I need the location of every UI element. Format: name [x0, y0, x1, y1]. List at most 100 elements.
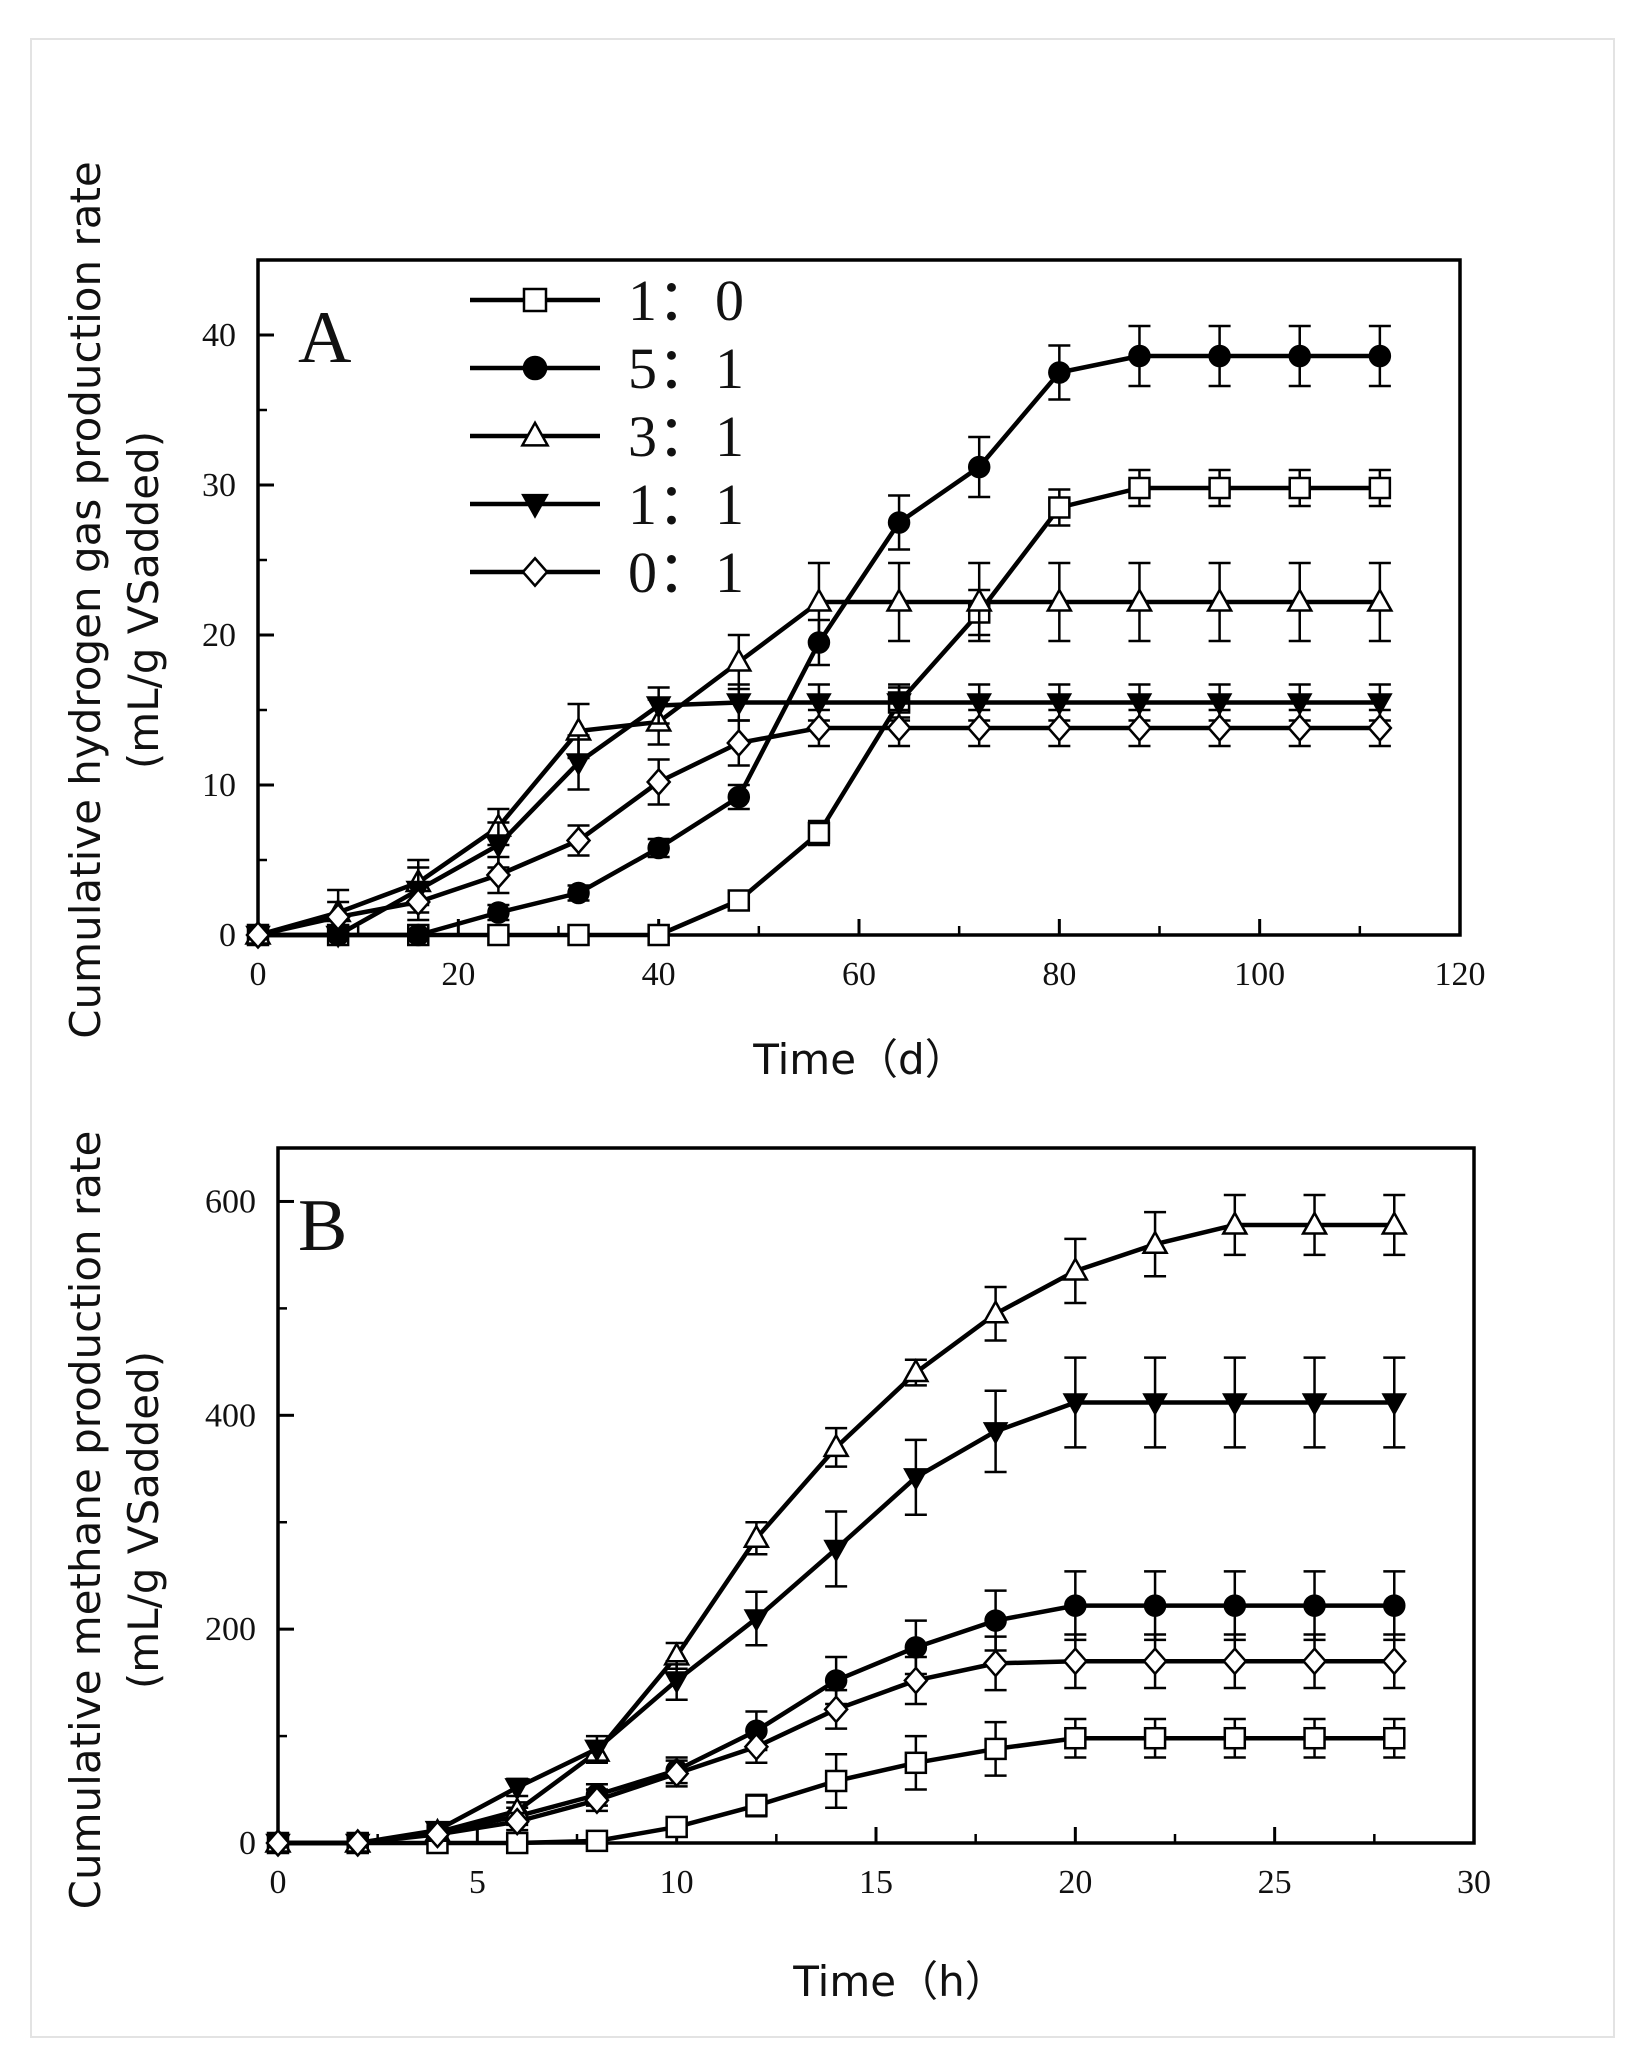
- panel-b-x-tick-label: 0: [270, 1864, 287, 1901]
- panel-a-legend: 1：05：13：11：10：1: [470, 268, 744, 605]
- panel-b-axes: 0 5 10 15 20 25 30 0 200 400 600: [205, 1183, 1491, 1901]
- panel-a-series-0-1-point: [245, 920, 271, 950]
- legend-entry-1-1-label: 1：1: [628, 472, 744, 537]
- panel-a-series-1-1-point: [1286, 693, 1313, 717]
- panel-a-series-1-0-point: [727, 889, 751, 912]
- panel-b-series-3-1-point: [981, 1299, 1010, 1324]
- panel-b-series-0-1-point: [584, 1785, 610, 1815]
- panel-b-series-0-1-point: [1142, 1646, 1168, 1676]
- panel-a-series-1-1-point: [886, 693, 912, 717]
- panel-b-series-1-1-point: [982, 1422, 1009, 1445]
- panel-b-x-axis-title: Time（h）: [792, 1957, 1006, 2006]
- panel-b-series-1-1-point: [1381, 1393, 1408, 1417]
- panel-b-y-tick-label: 600: [205, 1183, 256, 1220]
- figure-frame: [30, 38, 1615, 2038]
- panel-a-series-5-1-point: [1128, 344, 1151, 368]
- panel-a-x-tick-label: 100: [1234, 956, 1285, 993]
- panel-b-y-tick-label: 400: [205, 1397, 256, 1434]
- panel-a-series-1-0-point: [807, 821, 831, 845]
- panel-a-y-axis-title-line1: Cumulative hydrogen gas production rate: [61, 161, 110, 1039]
- panel-a-x-tick-label: 20: [441, 956, 475, 993]
- panel-a-series-3-1-point: [1205, 587, 1234, 612]
- panel-a-letter: A: [298, 297, 351, 379]
- panel-b-series-5-1-point: [1383, 1594, 1406, 1617]
- panel-b-series-5-1-point: [1223, 1594, 1247, 1617]
- panel-b-x-tick-label: 25: [1258, 1864, 1292, 1901]
- panel-b-series-0-1-point: [1381, 1646, 1407, 1676]
- panel-a-series-1-0-point: [567, 923, 590, 947]
- panel-a-series-0-1-point: [325, 902, 351, 932]
- panel-b-series-1-0-point: [1143, 1726, 1167, 1750]
- panel-a-series-1-1-point: [565, 753, 592, 777]
- panel-a-series-5-1-point: [1048, 361, 1071, 384]
- panel-b-series-3-1-point: [1061, 1256, 1089, 1281]
- panel-b-x-tick-label: 10: [660, 1864, 694, 1901]
- panel-a-series-0-1-point: [1367, 713, 1393, 743]
- legend-entry-0-1-marker: [521, 556, 549, 588]
- panel-a-series-5-1-point: [487, 901, 510, 924]
- panel-a-series-3-1: [244, 561, 1394, 945]
- panel-a-series-5-1-point: [887, 511, 911, 534]
- panel-b-series-0-1-point: [1222, 1646, 1248, 1676]
- panel-b-series-1-0-point: [745, 1794, 768, 1817]
- panel-a-chart: A 0 20 40 60 80 100 120 0 10 20 30 40 1：05：13：11：10…: [61, 161, 1486, 1084]
- panel-b-series-1-1-point: [1222, 1393, 1248, 1417]
- panel-b-x-tick-label: 30: [1457, 1864, 1491, 1901]
- panel-b-series-3-1-point: [742, 1523, 771, 1549]
- panel-a-series-1-0-point: [1368, 476, 1392, 500]
- panel-a-series-3-1-point: [1045, 587, 1073, 612]
- panel-b-series-3-1-point: [902, 1357, 930, 1383]
- panel-b-series-3-1-point: [1380, 1210, 1408, 1235]
- panel-b-series-0-1: [265, 1633, 1407, 1858]
- panel-b-series-1-1-point: [504, 1778, 530, 1801]
- panel-a-series-0-1-point: [1206, 713, 1233, 743]
- panel-a-series-0-1-point: [1287, 713, 1313, 743]
- panel-b-letter: B: [298, 1185, 347, 1267]
- panel-b-series-1-0-point: [824, 1769, 848, 1793]
- panel-a-series-1-0-point: [1048, 496, 1071, 519]
- panel-b-series-1-0-point: [1303, 1726, 1326, 1750]
- panel-a-series: [244, 324, 1394, 950]
- panel-b-series-1-1-point: [1301, 1393, 1328, 1417]
- panel-a-series-1-0-point: [647, 923, 670, 947]
- panel-b-series-1-0-point: [1064, 1726, 1087, 1750]
- panel-b-x-tick-label: 5: [469, 1864, 486, 1901]
- panel-a-x-tick-label: 60: [842, 956, 876, 993]
- panel-a-series-1-1-point: [1367, 693, 1393, 717]
- panel-b-series-5-1-point: [1143, 1594, 1167, 1617]
- panel-b-series-3-1-point: [1300, 1210, 1329, 1235]
- panel-b-y-axis-title-line1: Cumulative methane production rate: [61, 1131, 110, 1910]
- panel-b-series-5-1-point: [1303, 1594, 1326, 1617]
- panel-a-series-0-1-point: [485, 860, 512, 890]
- panel-a-series-3-1-point: [885, 587, 913, 612]
- panel-a-y-tick-label: 30: [202, 467, 236, 504]
- panel-a-series-0-1-point: [565, 826, 592, 855]
- panel-a-y-tick-label: 10: [202, 767, 236, 804]
- panel-b-series-0-1-point: [903, 1666, 929, 1695]
- panel-b-series-3-1: [264, 1193, 1408, 1853]
- panel-b-series-0-1-point: [823, 1694, 849, 1724]
- panel-b-y-tick-label: 200: [205, 1611, 256, 1648]
- panel-a-series-3-1-point: [805, 587, 833, 612]
- panel-a-series-0-1-point: [806, 713, 832, 743]
- panel-a-x-tick-label: 40: [642, 956, 676, 993]
- panel-a-series-0-1-point: [886, 713, 912, 743]
- panel-a-y-tick-label: 40: [202, 317, 236, 354]
- panel-b-series-1-1-point: [823, 1539, 849, 1563]
- panel-b-series-1-1-point: [663, 1671, 690, 1695]
- legend-entry-5-1-marker: [522, 355, 548, 381]
- panel-b-y-tick-label: 0: [239, 1825, 256, 1862]
- panel-a-x-tick-label: 120: [1435, 956, 1486, 993]
- panel-a-series-3-1-point: [1125, 587, 1154, 612]
- panel-b-x-tick-label: 15: [859, 1864, 893, 1901]
- legend-entry-3-1-marker: [520, 420, 550, 447]
- panel-a-series-1-1-point: [1206, 693, 1233, 717]
- panel-a-series-0-1-point: [1046, 713, 1072, 743]
- panel-a-series-1-1-point: [966, 693, 992, 717]
- panel-a-series-3-1-point: [725, 647, 753, 672]
- legend-entry-1-1-marker: [521, 493, 549, 519]
- panel-a-series-0-1-point: [405, 887, 431, 917]
- panel-a-y-tick-label: 20: [202, 617, 236, 654]
- panel-b-series-1-1-point: [584, 1739, 610, 1763]
